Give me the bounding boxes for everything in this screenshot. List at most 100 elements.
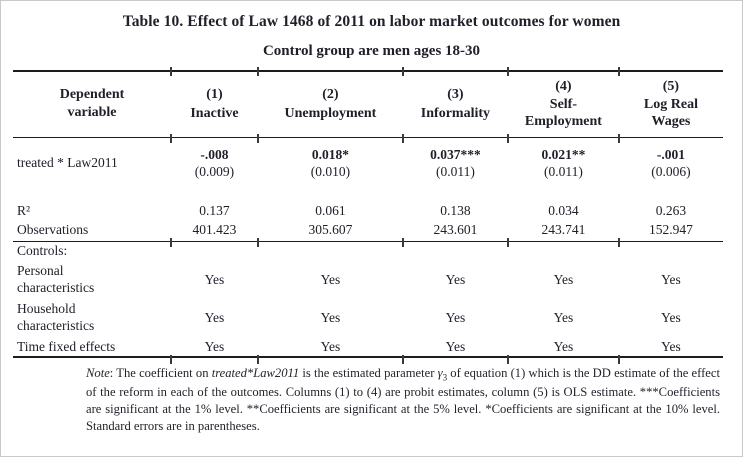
control-flag: Yes — [204, 338, 225, 354]
control-flag: Yes — [553, 272, 574, 287]
column-rule-tick — [507, 66, 509, 76]
col-header-5: (5) Log Real Wages — [619, 71, 723, 137]
column-rule-tick — [257, 354, 259, 364]
table-header-row: Dependent variable (1) Inactive (2) Unem… — [13, 71, 723, 137]
r-squared-value: 0.034 — [548, 202, 579, 218]
household-characteristics-row: Household characteristics Yes Yes Yes Ye… — [13, 299, 723, 337]
column-rule-tick — [170, 66, 172, 76]
observations-value: 243.741 — [541, 222, 586, 238]
col-label: Unemployment — [284, 105, 377, 121]
col-label: Self- Employment — [524, 96, 602, 130]
observations-value: 152.947 — [649, 222, 693, 238]
standard-error: (0.011) — [543, 164, 583, 180]
control-flag: Yes — [445, 272, 466, 287]
r-squared-value: 0.137 — [199, 202, 230, 218]
coefficient-value: -.001 — [656, 146, 685, 162]
control-flag: Yes — [204, 272, 225, 287]
column-rule-tick — [402, 354, 404, 364]
column-rule-tick — [402, 66, 404, 76]
column-rule-tick — [170, 237, 172, 247]
observations-row: Observations 401.423 305.607 243.601 243… — [13, 220, 723, 241]
row-label-household-characteristics: Household characteristics — [17, 301, 95, 333]
control-flag: Yes — [553, 310, 574, 325]
note-text: of equation (1) which is the DD estimate… — [86, 366, 720, 434]
r-squared-value: 0.138 — [440, 202, 471, 218]
control-flag: Yes — [553, 338, 574, 354]
control-flag: Yes — [204, 310, 225, 325]
coefficient-value: 0.037*** — [430, 146, 481, 162]
personal-characteristics-row: Personal characteristics Yes Yes Yes Yes… — [13, 261, 723, 299]
row-label-treated-law2011: treated * Law2011 — [17, 155, 118, 171]
r-squared-value: 0.061 — [315, 202, 346, 218]
controls-section-label: Controls: — [17, 243, 68, 259]
table-title: Table 10. Effect of Law 1468 of 2011 on … — [122, 13, 621, 30]
coefficient-value: 0.021** — [541, 146, 586, 162]
table-note: Note: The coefficient on treated*Law2011… — [86, 365, 720, 436]
column-rule-tick — [402, 133, 404, 143]
observations-value: 243.601 — [433, 222, 478, 238]
estimate-cell: 0.037*** (0.011) — [403, 137, 508, 185]
standard-error: (0.009) — [194, 164, 235, 180]
controls-section-row: Controls: — [13, 241, 723, 261]
row-label-personal-characteristics: Personal characteristics — [17, 263, 95, 295]
col-number: (4) — [555, 78, 572, 94]
control-flag: Yes — [661, 272, 681, 287]
standard-error: (0.010) — [310, 164, 351, 180]
column-rule-tick — [257, 237, 259, 247]
row-label-r-squared: R² — [17, 202, 31, 218]
col-header-4: (4) Self- Employment — [508, 71, 619, 137]
row-label-time-fixed-effects: Time fixed effects — [17, 338, 116, 354]
column-rule-tick — [618, 237, 620, 247]
col-number: (2) — [322, 87, 339, 103]
table-subtitle: Control group are men ages 18-30 — [262, 43, 481, 59]
results-table: Dependent variable (1) Inactive (2) Unem… — [13, 70, 723, 358]
control-flag: Yes — [320, 310, 341, 325]
col-header-2: (2) Unemployment — [258, 71, 403, 137]
r-squared-value: 0.263 — [655, 202, 687, 218]
results-table-wrap: Dependent variable (1) Inactive (2) Unem… — [13, 66, 723, 364]
estimate-cell: -.001 (0.006) — [619, 137, 723, 185]
r-squared-row: R² 0.137 0.061 0.138 0.034 0.263 — [13, 201, 723, 220]
observations-value: 401.423 — [192, 222, 237, 238]
control-flag: Yes — [320, 338, 341, 354]
observations-value: 305.607 — [308, 222, 353, 238]
estimate-cell: -.008 (0.009) — [171, 137, 258, 185]
col-header-3: (3) Informality — [403, 71, 508, 137]
col-number: (1) — [206, 87, 223, 103]
row-label-observations: Observations — [17, 222, 89, 238]
standard-error: (0.006) — [651, 164, 691, 180]
estimate-cell: 0.021** (0.011) — [508, 137, 619, 185]
column-rule-tick — [170, 133, 172, 143]
col-number: (3) — [447, 87, 464, 103]
coefficient-value: -.008 — [200, 146, 229, 162]
control-flag: Yes — [661, 338, 681, 354]
column-rule-tick — [618, 354, 620, 364]
col-label: Log Real Wages — [643, 96, 698, 130]
column-rule-tick — [170, 354, 172, 364]
control-flag: Yes — [320, 272, 341, 287]
standard-error: (0.011) — [435, 164, 475, 180]
col-label: Informality — [420, 105, 491, 121]
note-text: : The coefficient on — [109, 366, 212, 380]
column-rule-tick — [402, 237, 404, 247]
column-rule-tick — [507, 354, 509, 364]
control-flag: Yes — [661, 310, 681, 325]
column-rule-tick — [618, 133, 620, 143]
col-header-1: (1) Inactive — [171, 71, 258, 137]
col-label: Inactive — [190, 105, 239, 121]
coefficient-value: 0.018* — [311, 146, 349, 162]
col-number: (5) — [662, 78, 680, 94]
treated-law2011-row: treated * Law2011 -.008 (0.009) 0.018* (… — [13, 137, 723, 185]
note-text: is the estimated parameter — [299, 366, 438, 380]
note-label: Note — [86, 366, 110, 380]
column-rule-tick — [507, 133, 509, 143]
note-variable-name: treated*Law2011 — [211, 366, 300, 380]
column-rule-tick — [618, 66, 620, 76]
column-rule-tick — [507, 237, 509, 247]
spacer-row — [13, 185, 723, 201]
time-fixed-effects-row: Time fixed effects Yes Yes Yes Yes Yes — [13, 337, 723, 357]
column-rule-tick — [257, 66, 259, 76]
col-header-dependent-variable: Dependent variable — [59, 87, 125, 121]
estimate-cell: 0.018* (0.010) — [258, 137, 403, 185]
gamma-symbol: γ — [437, 366, 443, 380]
